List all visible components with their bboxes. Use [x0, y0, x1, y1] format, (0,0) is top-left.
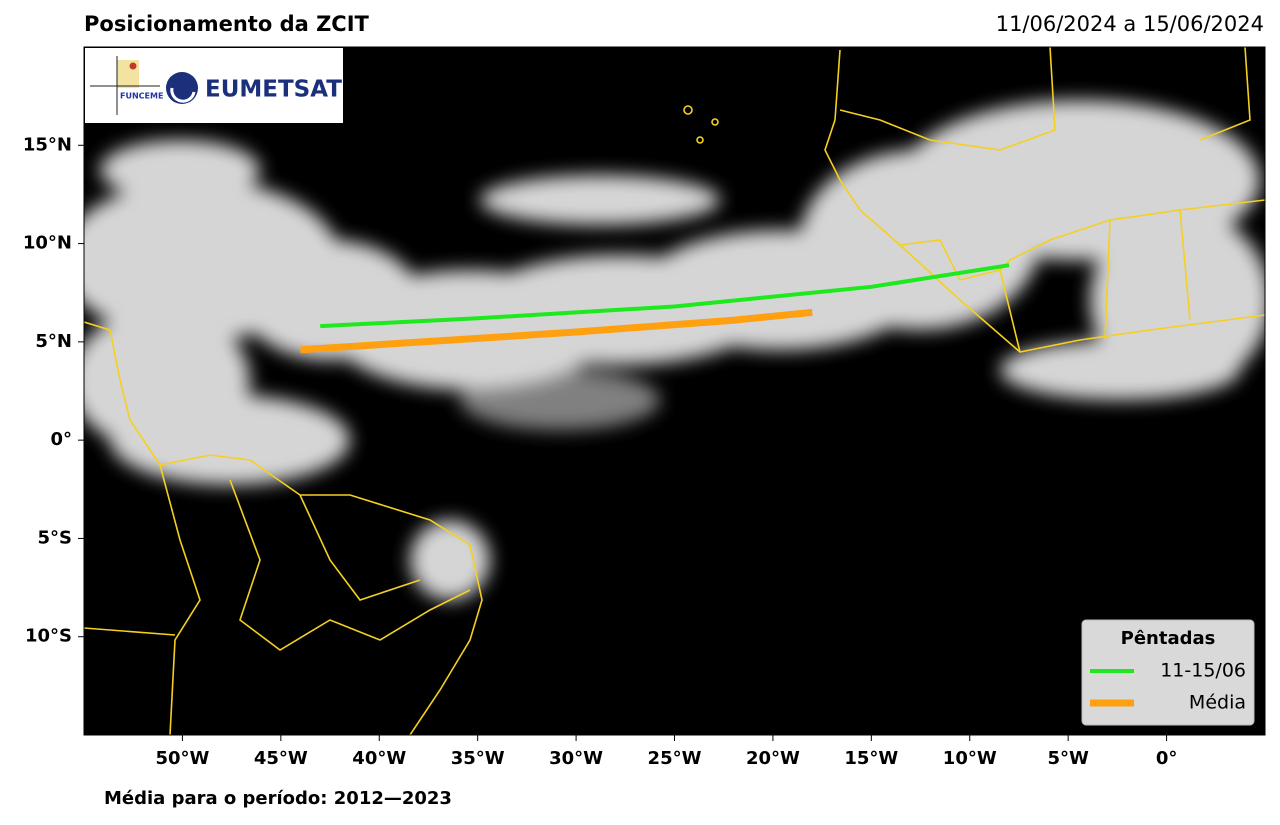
y-tick-label: 10°S [25, 626, 72, 647]
coastlines [84, 47, 1265, 735]
chart-subtitle: 11/06/2024 a 15/06/2024 [996, 12, 1264, 36]
line-layer [300, 263, 1010, 354]
logo-funceme: FUNCEME [120, 92, 163, 101]
legend-title: Pêntadas [1121, 628, 1216, 649]
chart-title: Posicionamento da ZCIT [84, 12, 370, 36]
x-tick-label: 10°W [943, 748, 997, 769]
axes: 50°W 45°W 40°W 35°W 30°W 25°W 20°W 15°W 10°W 5°W 0… [23, 134, 1177, 769]
y-tick-label: 0° [50, 429, 72, 450]
footnote: Média para o período: 2012—2023 [104, 788, 452, 809]
plot-frame [83, 46, 1266, 736]
x-tick-label: 25°W [648, 748, 702, 769]
itcz-line [320, 263, 1010, 329]
x-tick-label: 30°W [549, 748, 603, 769]
y-tick-label: 10°N [23, 233, 72, 254]
y-tick-label: 5°S [38, 527, 73, 548]
x-tick-label: 5°W [1047, 748, 1089, 769]
x-tick-label: 40°W [352, 748, 406, 769]
legend-box [1081, 619, 1255, 726]
logo-eumetsat: EUMETSAT [205, 77, 342, 103]
legend-label: Média [1189, 692, 1246, 714]
x-tick-label: 20°W [746, 748, 800, 769]
y-tick-label: 5°N [35, 331, 72, 352]
itcz-line [300, 308, 813, 354]
x-tick-label: 45°W [254, 748, 308, 769]
logo-box: FUNCEME EUMETSAT [85, 48, 343, 123]
legend: Pêntadas 11-15/06 Média [1081, 619, 1255, 726]
x-tick-label: 50°W [155, 748, 209, 769]
x-tick-label: 15°W [844, 748, 898, 769]
y-tick-label: 15°N [23, 134, 72, 155]
x-tick-label: 35°W [451, 748, 505, 769]
legend-label: 11-15/06 [1160, 660, 1246, 682]
x-tick-label: 0° [1156, 748, 1178, 769]
